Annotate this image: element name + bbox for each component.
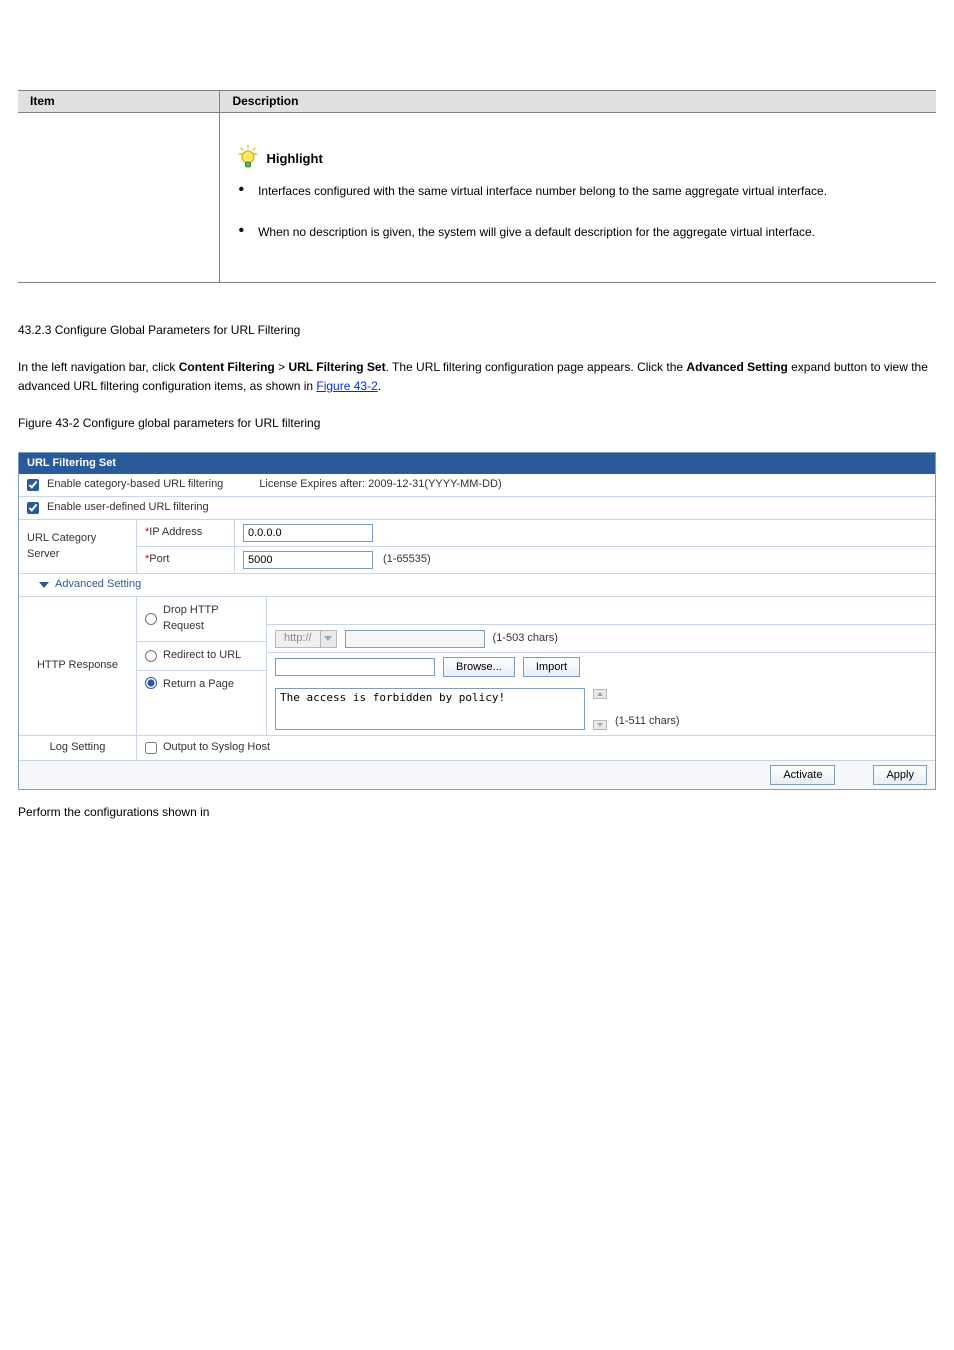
scheme-select[interactable]: http:// [275,630,337,648]
redirect-hint: (1-503 chars) [493,631,558,647]
enable-category-label: Enable category-based URL filtering [47,477,223,493]
bullet-dot: • [238,183,244,200]
ip-input[interactable] [243,524,373,542]
browse-button[interactable]: Browse... [443,657,515,677]
port-input[interactable] [243,551,373,569]
bullet-text: Interfaces configured with the same virt… [258,183,827,200]
ip-label: IP Address [149,525,202,541]
doc-parameter-table: Item Description [18,90,936,283]
chevron-down-icon [320,631,336,647]
table-cell-item [18,113,220,283]
port-hint: (1-65535) [383,552,431,568]
import-button[interactable]: Import [523,657,580,677]
panel-title: URL Filtering Set [19,453,935,475]
redirect-url-input [345,630,485,648]
textarea-scrollbar[interactable] [593,689,607,730]
syslog-checkbox[interactable] [145,742,157,754]
advanced-setting-toggle[interactable]: Advanced Setting [19,573,935,596]
enable-userdef-label: Enable user-defined URL filtering [47,500,209,516]
bullet-dot: • [238,224,244,241]
apply-button[interactable]: Apply [873,765,927,785]
trailing-paragraph: Perform the configurations shown in [18,804,936,821]
table-header-desc: Description [220,91,936,113]
drop-request-label: Drop HTTP Request [163,603,258,635]
url-filtering-panel: URL Filtering Set Enable category-based … [18,452,936,791]
figure-reference-link[interactable]: Figure 43-2 [316,379,377,393]
return-page-label: Return a Page [163,677,234,693]
body-paragraph: In the left navigation bar, click Conten… [18,358,936,396]
highlight-label: Highlight [266,150,322,169]
lightbulb-icon [238,145,258,173]
log-setting-label: Log Setting [19,736,137,760]
section-heading: 43.2.3 Configure Global Parameters for U… [18,321,936,340]
enable-userdef-checkbox[interactable] [27,502,39,514]
redirect-label: Redirect to URL [163,648,241,664]
syslog-label: Output to Syslog Host [163,740,270,756]
chevron-down-icon [39,582,49,588]
table-cell-desc: Highlight • Interfaces configured with t… [220,113,936,283]
redirect-radio[interactable] [145,650,157,662]
port-label: Port [149,552,169,568]
server-section-label: URL Category Server [19,520,137,573]
table-header-item: Item [18,91,220,113]
return-page-hint: (1-511 chars) [615,714,680,730]
return-page-textarea[interactable]: The access is forbidden by policy! [275,688,585,730]
http-response-label: HTTP Response [19,597,137,735]
drop-request-radio[interactable] [145,613,157,625]
enable-category-checkbox[interactable] [27,479,39,491]
activate-button[interactable]: Activate [770,765,835,785]
file-path-input[interactable] [275,658,435,676]
figure-caption: Figure 43-2 Configure global parameters … [18,414,936,433]
bullet-text: When no description is given, the system… [258,224,815,241]
return-page-radio[interactable] [145,677,157,689]
license-text: License Expires after: 2009-12-31(YYYY-M… [259,477,501,493]
